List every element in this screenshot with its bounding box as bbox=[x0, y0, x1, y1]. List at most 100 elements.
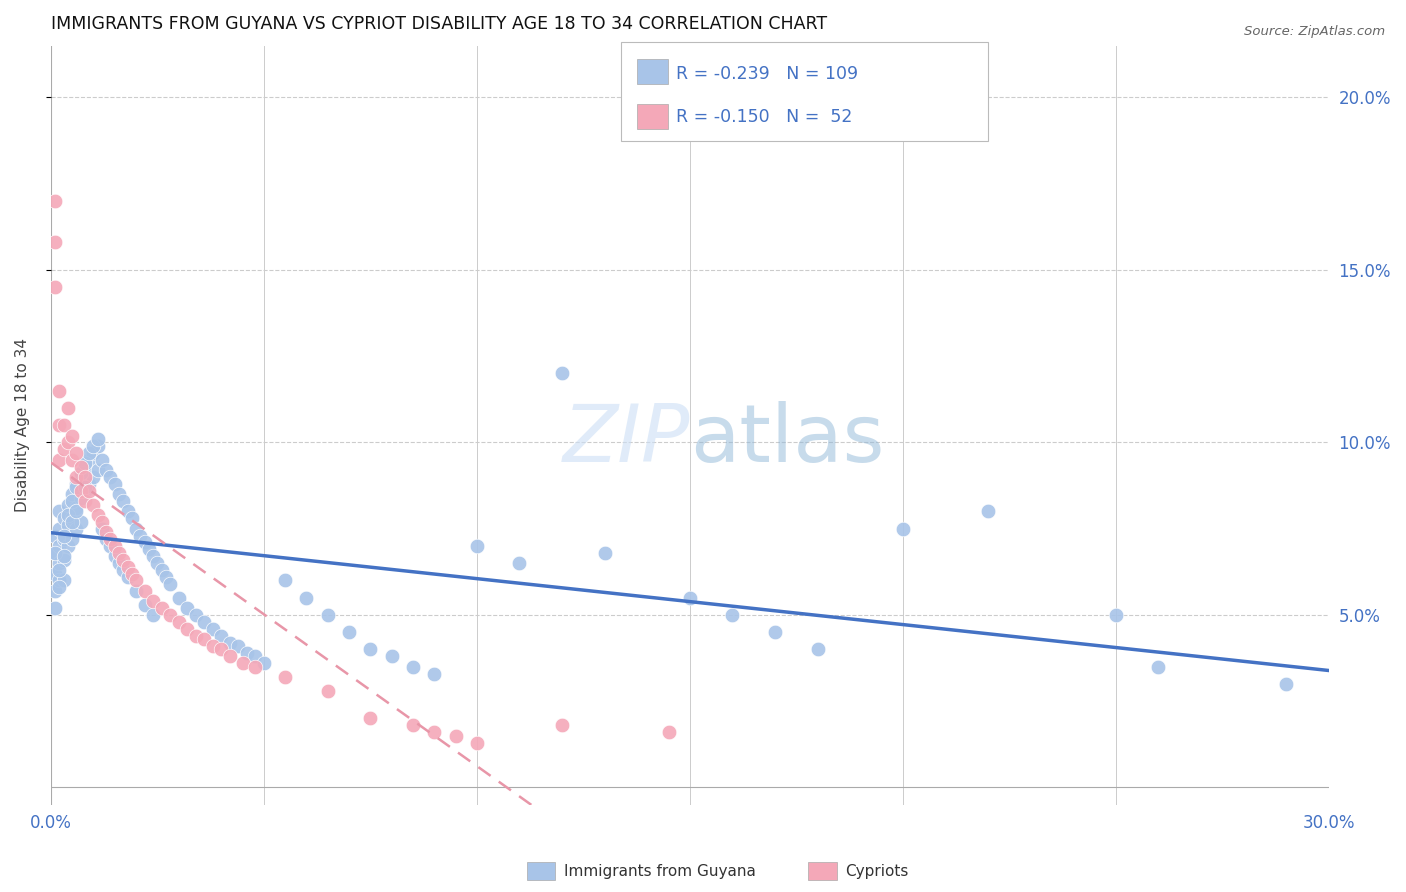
Point bbox=[465, 539, 488, 553]
Point bbox=[150, 601, 173, 615]
Point bbox=[593, 546, 616, 560]
Point bbox=[1105, 607, 1128, 622]
Point bbox=[201, 639, 224, 653]
Point bbox=[117, 504, 139, 518]
Point bbox=[91, 522, 114, 536]
Point bbox=[82, 498, 104, 512]
Point bbox=[112, 494, 135, 508]
Point bbox=[104, 549, 127, 564]
Point bbox=[44, 601, 66, 615]
Point bbox=[96, 532, 118, 546]
Point bbox=[231, 657, 253, 671]
Point bbox=[201, 622, 224, 636]
Point bbox=[73, 456, 96, 470]
Text: R = -0.239   N = 109: R = -0.239 N = 109 bbox=[676, 64, 859, 83]
Point bbox=[218, 635, 240, 649]
Point bbox=[721, 607, 744, 622]
Point bbox=[60, 515, 83, 529]
Text: IMMIGRANTS FROM GUYANA VS CYPRIOT DISABILITY AGE 18 TO 34 CORRELATION CHART: IMMIGRANTS FROM GUYANA VS CYPRIOT DISABI… bbox=[51, 15, 827, 33]
Point bbox=[44, 583, 66, 598]
Point bbox=[48, 384, 70, 398]
Point bbox=[60, 487, 83, 501]
Point bbox=[508, 556, 530, 570]
Point bbox=[891, 522, 914, 536]
Point bbox=[117, 559, 139, 574]
Point bbox=[69, 467, 91, 481]
Point bbox=[121, 566, 143, 581]
Point bbox=[65, 500, 87, 515]
Point bbox=[48, 556, 70, 570]
Point bbox=[65, 476, 87, 491]
Point bbox=[193, 615, 215, 629]
Point bbox=[423, 725, 446, 739]
Point bbox=[337, 625, 360, 640]
Point bbox=[77, 476, 100, 491]
Point bbox=[159, 577, 181, 591]
Point bbox=[48, 539, 70, 553]
Text: Cypriots: Cypriots bbox=[845, 864, 908, 879]
Point bbox=[56, 508, 79, 522]
Point bbox=[125, 583, 148, 598]
Point bbox=[142, 549, 165, 564]
Point bbox=[86, 508, 108, 522]
Point bbox=[73, 480, 96, 494]
Point bbox=[977, 504, 1000, 518]
Point bbox=[402, 659, 425, 673]
Point bbox=[763, 625, 786, 640]
Point bbox=[86, 439, 108, 453]
Y-axis label: Disability Age 18 to 34: Disability Age 18 to 34 bbox=[15, 338, 30, 512]
Point bbox=[551, 367, 574, 381]
Point bbox=[65, 480, 87, 494]
Point bbox=[134, 535, 156, 549]
Point bbox=[236, 646, 259, 660]
Point bbox=[679, 591, 702, 605]
Point bbox=[423, 666, 446, 681]
Point bbox=[91, 515, 114, 529]
Point bbox=[100, 470, 122, 484]
Point bbox=[316, 683, 339, 698]
Point bbox=[52, 574, 75, 588]
Point bbox=[65, 470, 87, 484]
Text: R = -0.150   N =  52: R = -0.150 N = 52 bbox=[676, 108, 852, 126]
Point bbox=[60, 428, 83, 442]
Point bbox=[807, 642, 830, 657]
Point bbox=[96, 525, 118, 540]
Point bbox=[134, 598, 156, 612]
Point bbox=[60, 494, 83, 508]
Point bbox=[209, 629, 232, 643]
Point bbox=[56, 435, 79, 450]
Point bbox=[129, 528, 152, 542]
Point bbox=[465, 735, 488, 749]
Point bbox=[44, 235, 66, 250]
Point bbox=[100, 539, 122, 553]
Point bbox=[121, 511, 143, 525]
Point bbox=[96, 463, 118, 477]
Text: Immigrants from Guyana: Immigrants from Guyana bbox=[564, 864, 755, 879]
Point bbox=[44, 194, 66, 208]
Point bbox=[226, 639, 249, 653]
Point bbox=[65, 504, 87, 518]
Point bbox=[44, 528, 66, 542]
Point bbox=[551, 718, 574, 732]
Point bbox=[108, 487, 131, 501]
Point bbox=[184, 629, 207, 643]
Point bbox=[44, 546, 66, 560]
Point bbox=[295, 591, 318, 605]
Point bbox=[52, 418, 75, 433]
Point bbox=[44, 546, 66, 560]
Point bbox=[176, 622, 198, 636]
Point bbox=[44, 280, 66, 294]
Point bbox=[176, 601, 198, 615]
Point bbox=[77, 446, 100, 460]
Text: Source: ZipAtlas.com: Source: ZipAtlas.com bbox=[1244, 25, 1385, 38]
Point bbox=[359, 642, 381, 657]
Point bbox=[77, 452, 100, 467]
Point bbox=[48, 580, 70, 594]
Point bbox=[56, 401, 79, 415]
Point bbox=[184, 607, 207, 622]
Point bbox=[73, 483, 96, 498]
Point bbox=[100, 532, 122, 546]
Point bbox=[146, 556, 169, 570]
Point bbox=[82, 439, 104, 453]
Point bbox=[65, 446, 87, 460]
